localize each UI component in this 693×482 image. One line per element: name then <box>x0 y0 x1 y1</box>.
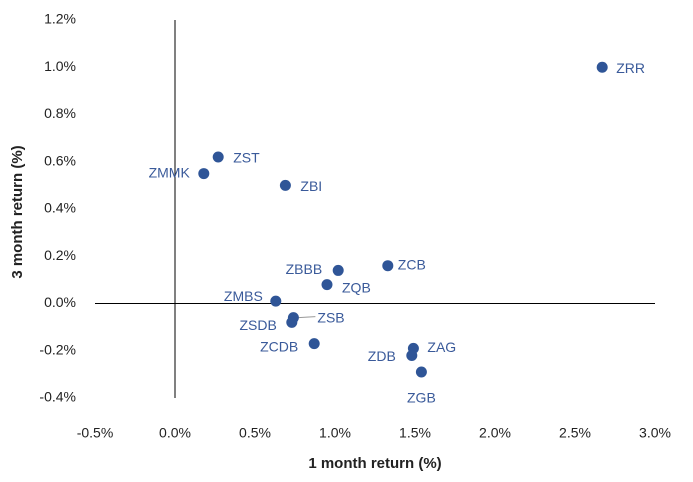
y-tick-label: 0.4% <box>44 200 76 216</box>
point <box>270 295 282 307</box>
leader-line <box>298 316 316 319</box>
y-axis-title: 3 month return (%) <box>9 145 26 278</box>
point <box>279 179 291 191</box>
y-tick-label: 0.2% <box>44 247 76 263</box>
point <box>415 366 427 378</box>
y-tick-label: 1.2% <box>44 11 76 27</box>
point-label: ZCB <box>398 256 426 272</box>
x-tick-label: 1.0% <box>319 425 351 441</box>
y-tick-label: 1.0% <box>44 58 76 74</box>
point-label: ZBI <box>300 178 322 194</box>
point <box>308 338 320 350</box>
point-label: ZCDB <box>260 338 298 354</box>
x-tick-label: -0.5% <box>77 425 114 441</box>
point-label: ZMMK <box>149 164 191 180</box>
x-tick-label: 0.5% <box>239 425 271 441</box>
point <box>198 168 210 180</box>
point <box>321 279 333 291</box>
point-label: ZMBS <box>224 288 263 304</box>
point <box>382 260 394 272</box>
x-axis-title: 1 month return (%) <box>308 455 441 472</box>
point-label: ZRR <box>616 60 645 76</box>
point <box>332 264 344 276</box>
point-label: ZSB <box>317 309 344 325</box>
y-tick-label: 0.8% <box>44 105 76 121</box>
y-tick-label: -0.2% <box>39 341 76 357</box>
point <box>212 151 224 163</box>
point-label: ZAG <box>427 339 456 355</box>
point-label: ZGB <box>407 390 436 406</box>
y-tick-label: -0.4% <box>39 389 76 405</box>
x-tick-label: 0.0% <box>159 425 191 441</box>
point <box>596 61 608 73</box>
x-tick-label: 3.0% <box>639 425 671 441</box>
point-label: ZQB <box>342 279 371 295</box>
x-tick-label: 2.0% <box>479 425 511 441</box>
point <box>406 349 418 361</box>
x-tick-label: 2.5% <box>559 425 591 441</box>
y-tick-label: 0.6% <box>44 152 76 168</box>
point-label: ZSDB <box>239 317 276 333</box>
point-label: ZDB <box>368 348 396 364</box>
point <box>286 316 298 328</box>
point-label: ZST <box>233 150 260 166</box>
y-tick-label: 0.0% <box>44 294 76 310</box>
x-tick-label: 1.5% <box>399 425 431 441</box>
point-label: ZBBB <box>286 261 323 277</box>
